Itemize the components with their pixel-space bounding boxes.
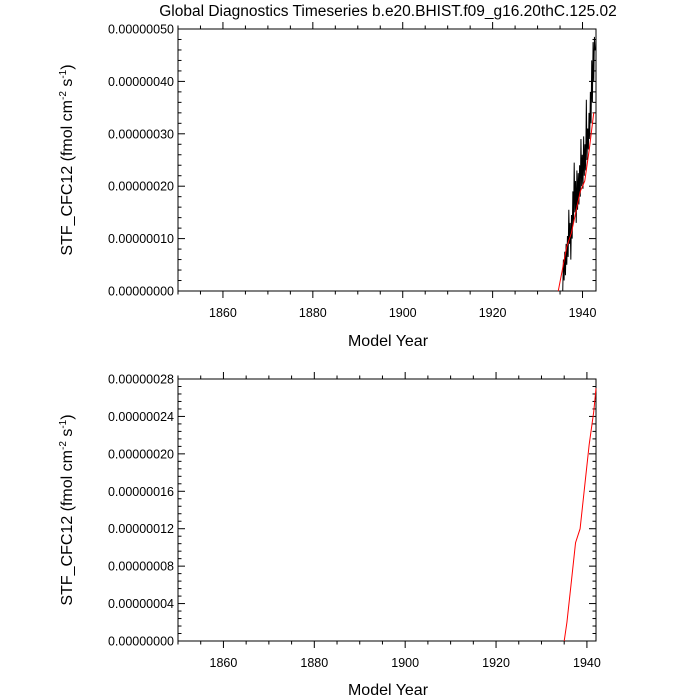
bottom-panel: 0.00000000 0.00000004 0.00000008 0.00000012… <box>58 372 601 699</box>
bottom-y-tick-label: 0.00000004 <box>108 597 174 611</box>
bottom-y-tick-label: 0.00000028 <box>108 373 174 387</box>
bottom-y-tick-label: 0.00000024 <box>108 410 174 424</box>
top-y-tick-label: 0.00000020 <box>108 180 174 194</box>
bottom-x-tick-label: 1920 <box>482 656 510 670</box>
bottom-y-tick-label: 0.00000000 <box>108 635 174 649</box>
bottom-plot-frame <box>177 378 597 642</box>
top-x-tick-label: 1860 <box>209 306 237 320</box>
top-y-ticks: 0.00000000 0.00000010 0.00000020 0.00000030… <box>108 23 596 299</box>
top-y-tick-label: 0.00000000 <box>108 285 174 299</box>
bottom-y-axis-title: STF_CFC12 (fmol cm-2 s-1) <box>58 414 76 605</box>
figure-title: Global Diagnostics Timeseries b.e20.BHIS… <box>159 3 617 20</box>
top-y-tick-label: 0.00000010 <box>108 232 174 246</box>
top-y-tick-label: 0.00000050 <box>108 23 174 37</box>
bottom-series-annual <box>563 388 597 642</box>
top-panel: 0.00000000 0.00000010 0.00000020 0.00000030… <box>58 22 597 350</box>
bottom-series <box>563 388 597 642</box>
top-x-ticks: 1860 1880 1900 1920 1940 <box>177 22 597 320</box>
top-plot-frame <box>177 28 597 292</box>
top-series-annual <box>557 112 595 292</box>
top-x-tick-label: 1920 <box>479 306 507 320</box>
bottom-y-tick-label: 0.00000008 <box>108 560 174 574</box>
top-y-axis-title: STF_CFC12 (fmol cm-2 s-1) <box>58 64 76 255</box>
bottom-y-tick-label: 0.00000016 <box>108 485 174 499</box>
bottom-x-tick-label: 1900 <box>391 656 419 670</box>
bottom-y-tick-label: 0.00000020 <box>108 447 174 461</box>
top-x-axis-title: Model Year <box>348 333 429 350</box>
top-x-tick-label: 1900 <box>389 306 417 320</box>
top-y-tick-label: 0.00000030 <box>108 127 174 141</box>
top-x-tick-label: 1880 <box>299 306 327 320</box>
top-series <box>557 36 596 292</box>
top-x-tick-label: 1940 <box>569 306 597 320</box>
top-y-tick-label: 0.00000040 <box>108 75 174 89</box>
bottom-x-tick-label: 1880 <box>300 656 328 670</box>
top-series-monthly <box>562 36 596 292</box>
bottom-y-ticks: 0.00000000 0.00000004 0.00000008 0.00000012… <box>108 373 596 649</box>
bottom-x-ticks: 1860 1880 1900 1920 1940 <box>177 372 601 670</box>
bottom-x-tick-label: 1940 <box>573 656 601 670</box>
bottom-y-tick-label: 0.00000012 <box>108 522 174 536</box>
bottom-x-axis-title: Model Year <box>348 682 429 699</box>
bottom-x-tick-label: 1860 <box>210 656 238 670</box>
